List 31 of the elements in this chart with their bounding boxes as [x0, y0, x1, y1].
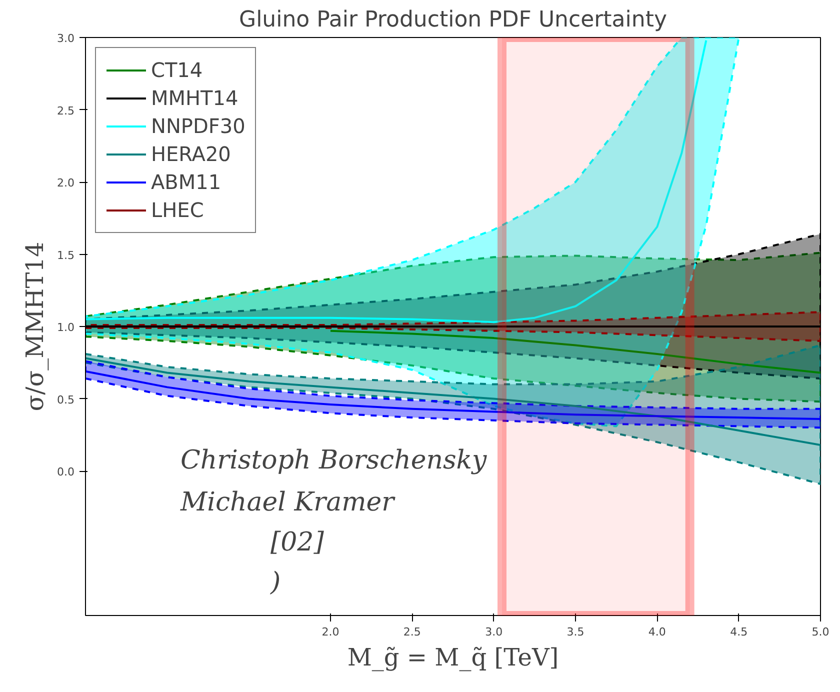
- y-tick-label: 0.0: [57, 466, 75, 478]
- x-axis-title: M_g̃ = M_q̃ [TeV]: [347, 644, 559, 672]
- annotation: ): [270, 568, 281, 598]
- y-tick-label: 3.0: [57, 32, 75, 45]
- x-tick-label: 2.0: [322, 626, 340, 638]
- y-tick-label: 1.0: [57, 321, 75, 334]
- legend-label: ABM11: [151, 170, 222, 194]
- x-tick-label: 3.5: [566, 626, 584, 638]
- line-series: [86, 370, 820, 420]
- x-tick-label: 4.5: [730, 626, 748, 638]
- x-tick-label: 4.0: [648, 626, 666, 638]
- line-series: [330, 330, 820, 374]
- x-tick-label: 3.0: [485, 626, 503, 638]
- y-tick-label: 1.5: [57, 248, 75, 262]
- chart-title: Gluino Pair Production PDF Uncertainty: [239, 8, 667, 32]
- y-tick-label: 0.5: [57, 393, 75, 406]
- legend-label: LHEC: [151, 198, 204, 222]
- legend-label: MMHT14: [151, 86, 238, 110]
- line-series: [86, 39, 708, 324]
- x-tick-label: 5.0: [812, 626, 830, 638]
- legend-label: CT14: [151, 58, 203, 82]
- annotation: Michael Kramer: [180, 488, 396, 518]
- y-axis-title: σ/σ_MMHT14: [21, 242, 50, 412]
- y-tick-label: 2.5: [57, 104, 75, 118]
- x-tick-label: 2.5: [403, 626, 421, 638]
- line-series: [86, 357, 820, 446]
- annotation: [02]: [270, 528, 325, 558]
- legend-label: NNPDF30: [151, 114, 246, 138]
- legend-label: HERA20: [151, 142, 231, 166]
- y-tick-label: 2.0: [57, 176, 75, 190]
- annotation: Christoph Borschensky: [180, 446, 488, 476]
